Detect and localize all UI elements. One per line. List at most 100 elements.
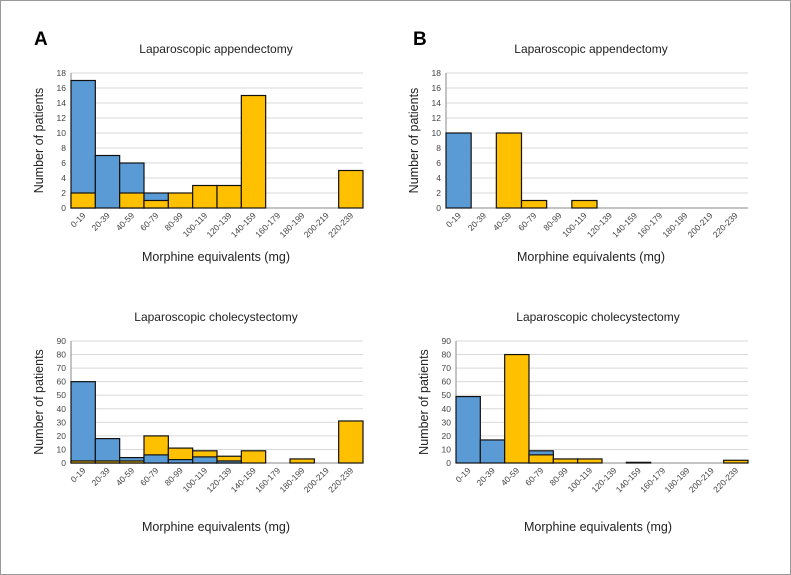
x-tick-label: 60-79 <box>523 465 546 488</box>
x-tick-label: 40-59 <box>114 210 137 233</box>
x-tick-label: 20-39 <box>474 465 497 488</box>
x-tick-label: 60-79 <box>516 210 539 233</box>
y-tick-label: 60 <box>442 377 452 387</box>
y-tick-label: 8 <box>436 143 441 153</box>
x-tick-label: 20-39 <box>466 210 489 233</box>
x-tick-label: 120-139 <box>589 465 618 494</box>
bar-yellow <box>577 458 603 464</box>
y-tick-label: 50 <box>57 390 67 400</box>
bar-blue <box>94 154 121 209</box>
bar-yellow <box>571 199 598 209</box>
bar-yellow <box>552 458 579 464</box>
y-axis-label: Number of patients <box>417 349 431 455</box>
bar-yellow <box>70 192 96 209</box>
bar-yellow <box>495 132 523 209</box>
x-tick-label: 160-179 <box>638 465 667 494</box>
x-tick-label: 180-199 <box>277 465 306 494</box>
y-tick-label: 2 <box>61 188 66 198</box>
x-tick-label: 120-139 <box>204 210 233 239</box>
x-tick-label: 120-139 <box>585 210 614 239</box>
bar-yellow <box>338 169 364 209</box>
x-tick-label: 120-139 <box>204 465 233 494</box>
y-tick-label: 60 <box>57 377 67 387</box>
y-tick-label: 40 <box>442 404 452 414</box>
y-tick-label: 2 <box>436 188 441 198</box>
x-tick-label: 200-219 <box>686 210 715 239</box>
y-tick-label: 80 <box>442 350 452 360</box>
y-axis-label: Number of patients <box>407 88 421 194</box>
bar-yellow <box>167 192 194 209</box>
x-tick-label: 80-99 <box>541 210 564 233</box>
x-tick-label: 80-99 <box>547 465 570 488</box>
bar-yellow <box>520 199 548 209</box>
x-tick-label: 100-119 <box>560 210 589 239</box>
chart-title: Laparoscopic cholecystectomy <box>516 310 679 324</box>
x-tick-label: 180-199 <box>662 465 691 494</box>
panel-label-b: B <box>413 29 427 50</box>
y-tick-label: 10 <box>57 128 67 138</box>
y-tick-label: 14 <box>57 98 67 108</box>
y-tick-label: 90 <box>57 336 67 346</box>
y-tick-label: 20 <box>57 431 67 441</box>
x-tick-label: 0-19 <box>68 465 87 484</box>
y-tick-label: 18 <box>57 68 67 78</box>
bar-blue <box>70 79 96 209</box>
bar-blue <box>625 461 652 464</box>
y-tick-label: 10 <box>57 444 67 454</box>
x-tick-label: 140-159 <box>229 210 258 239</box>
x-tick-label: 100-119 <box>566 465 595 494</box>
x-tick-label: 100-119 <box>181 210 210 239</box>
y-tick-label: 0 <box>446 458 451 468</box>
bar-blue <box>479 439 506 464</box>
x-tick-label: 220-239 <box>711 210 740 239</box>
y-tick-label: 6 <box>61 158 66 168</box>
y-tick-label: 80 <box>57 350 67 360</box>
bar-blue <box>94 438 121 464</box>
y-tick-label: 16 <box>432 83 442 93</box>
bar-yellow <box>94 460 121 464</box>
bar-yellow <box>240 94 267 209</box>
y-tick-label: 0 <box>61 458 66 468</box>
y-tick-label: 0 <box>61 203 66 213</box>
bar-blue <box>216 460 242 464</box>
y-tick-label: 50 <box>442 390 452 400</box>
x-tick-label: 40-59 <box>491 210 514 233</box>
x-tick-label: 220-239 <box>326 210 355 239</box>
y-tick-label: 18 <box>432 68 442 78</box>
x-tick-label: 180-199 <box>660 210 689 239</box>
y-tick-label: 4 <box>436 173 441 183</box>
x-tick-label: 140-159 <box>614 465 643 494</box>
bar-yellow <box>289 458 315 464</box>
bar-blue <box>167 459 194 464</box>
bar-yellow <box>192 184 218 209</box>
panel-label-a: A <box>34 29 48 50</box>
y-tick-label: 20 <box>442 431 452 441</box>
y-tick-label: 14 <box>432 98 442 108</box>
y-tick-label: 12 <box>57 113 67 123</box>
x-tick-label: 140-159 <box>229 465 258 494</box>
y-axis-label: Number of patients <box>32 88 46 194</box>
y-tick-label: 16 <box>57 83 67 93</box>
x-tick-label: 0-19 <box>453 465 472 484</box>
x-tick-label: 160-179 <box>253 465 282 494</box>
y-tick-label: 70 <box>442 363 452 373</box>
x-tick-label: 200-219 <box>687 465 716 494</box>
bar-yellow <box>504 353 530 464</box>
bar-yellow <box>70 460 96 464</box>
y-tick-label: 10 <box>432 128 442 138</box>
y-tick-label: 12 <box>432 113 442 123</box>
bar-yellow <box>119 460 145 464</box>
y-tick-label: 30 <box>442 417 452 427</box>
bar-yellow <box>528 454 554 464</box>
x-tick-label: 20-39 <box>89 210 112 233</box>
x-tick-label: 200-219 <box>302 465 331 494</box>
bar-yellow <box>240 450 267 464</box>
chart-title: Laparoscopic appendectomy <box>139 42 292 56</box>
y-tick-label: 10 <box>442 444 452 454</box>
x-tick-label: 180-199 <box>277 210 306 239</box>
x-tick-label: 0-19 <box>68 210 87 229</box>
y-tick-label: 90 <box>442 336 452 346</box>
x-tick-label: 40-59 <box>114 465 137 488</box>
x-axis-label: Morphine equivalents (mg) <box>142 520 290 534</box>
